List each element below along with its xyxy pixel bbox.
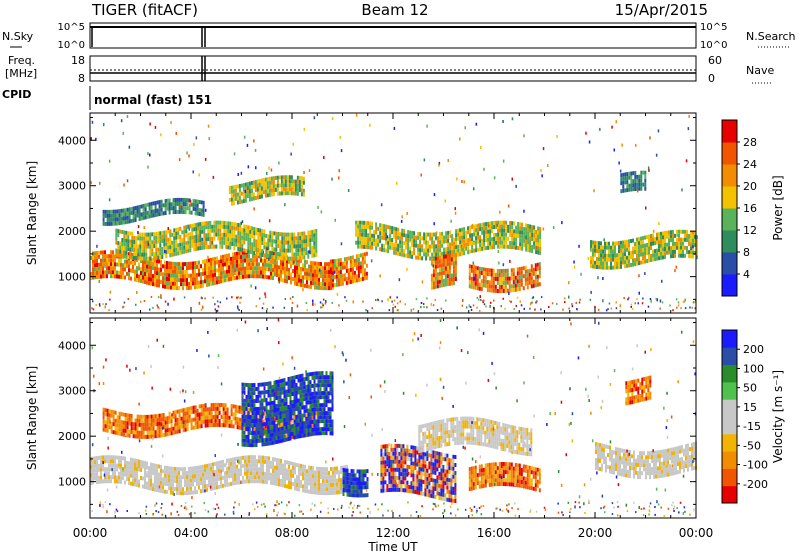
power-band xyxy=(620,170,647,194)
y-axis-label: Slant Range [km] xyxy=(25,366,39,470)
colorbar-tick-label: -15 xyxy=(743,420,761,433)
y-tick-label: 1000 xyxy=(58,476,86,489)
colorbar-label: Velocity [m s⁻¹] xyxy=(771,370,785,463)
colorbar-label: Power [dB] xyxy=(771,175,785,240)
nsky-tick-bottom-right: 10^0 xyxy=(700,40,727,51)
header-title: TIGER (fitACF) xyxy=(91,1,198,19)
x-tick-label: 08:00 xyxy=(275,526,310,540)
power-band xyxy=(590,229,698,270)
velocity-colorbar: 200 100 50 15 -15 -50 -100 -200 Velocity [m s⁻¹] xyxy=(721,329,785,504)
colorbar-tick-label: 12 xyxy=(743,224,757,237)
y-axis-label: Slant Range [km] xyxy=(25,161,39,265)
colorbar-tick-label: 28 xyxy=(743,136,757,149)
nsky-tick-top-left: 10^5 xyxy=(58,22,85,33)
x-tick-label: 00:00 xyxy=(679,526,714,540)
y-tick-label: 2000 xyxy=(58,225,86,238)
power-band xyxy=(115,220,318,261)
cpid-value: normal (fast) 151 xyxy=(94,93,212,107)
freq-label-line2: [MHz] xyxy=(5,67,37,80)
nsky-tick-top-right: 10^5 xyxy=(700,22,727,33)
power-band xyxy=(355,220,542,261)
velocity-band xyxy=(625,375,652,406)
colorbar-tick-label: -100 xyxy=(743,459,768,472)
power-band xyxy=(468,262,541,293)
velocity-band xyxy=(380,443,457,503)
header-beam: Beam 12 xyxy=(361,1,428,19)
colorbar-tick-label: 8 xyxy=(743,246,750,259)
colorbar-tick-label: 20 xyxy=(743,180,757,193)
x-tick-label: 20:00 xyxy=(578,526,613,540)
velocity-scatter xyxy=(91,318,697,517)
nave-label: Nave xyxy=(746,64,774,77)
velocity-band xyxy=(468,462,541,493)
velocity-band xyxy=(342,468,369,498)
velocity-band xyxy=(595,441,697,480)
nsearch-label: N.Search xyxy=(746,30,796,43)
y-tick-label: 4000 xyxy=(58,339,86,352)
nsky-strip xyxy=(89,22,697,49)
colorbar-tick-label: 15 xyxy=(743,401,757,414)
velocity-panel: 1000 2000 3000 4000 Slant Range [km] 200 100 50… xyxy=(25,317,785,519)
freq-strip xyxy=(89,55,697,82)
y-tick-label: 3000 xyxy=(58,180,86,193)
colorbar-tick-label: -200 xyxy=(743,478,768,491)
freq-tick-bottom-left: 8 xyxy=(78,72,85,85)
x-tick-label: 00:00 xyxy=(73,526,108,540)
x-tick-label: 04:00 xyxy=(174,526,209,540)
power-panel: 1000 2000 3000 4000 Slant Range [km] 4 8 12 16 20… xyxy=(25,112,785,314)
power-band xyxy=(102,197,205,226)
header-date: 15/Apr/2015 xyxy=(615,1,708,19)
colorbar-tick-label: -50 xyxy=(743,439,761,452)
power-scatter xyxy=(90,113,697,312)
y-tick-label: 1000 xyxy=(58,271,86,284)
colorbar-tick-label: 4 xyxy=(743,268,750,281)
colorbar-tick-label: 16 xyxy=(743,202,757,215)
power-band xyxy=(430,253,457,290)
power-band xyxy=(228,175,305,206)
freq-tick-top-right: 60 xyxy=(708,54,722,67)
freq-label-line1: Freq. xyxy=(8,54,35,67)
power-band xyxy=(90,250,334,291)
cpid-label: CPID xyxy=(2,88,31,101)
freq-tick-bottom-right: 0 xyxy=(708,72,715,85)
y-tick-label: 3000 xyxy=(58,385,86,398)
velocity-band xyxy=(90,455,348,496)
colorbar-tick-label: 100 xyxy=(743,362,764,375)
x-tick-label: 12:00 xyxy=(376,526,411,540)
colorbar-tick-label: 24 xyxy=(743,158,757,171)
x-tick-label: 16:00 xyxy=(477,526,512,540)
colorbar-tick-label: 50 xyxy=(743,382,757,395)
velocity-band xyxy=(241,371,334,448)
x-axis-label: Time UT xyxy=(367,540,418,554)
time-axis: 00:00 04:00 08:00 12:00 16:00 20:00 00:00 xyxy=(73,526,714,540)
nsky-tick-bottom-left: 10^0 xyxy=(58,40,85,51)
y-tick-label: 4000 xyxy=(58,134,86,147)
power-colorbar: 4 8 12 16 20 24 28 Power [dB] xyxy=(721,119,785,297)
freq-tick-top-left: 18 xyxy=(71,54,85,67)
colorbar-tick-label: 200 xyxy=(743,343,764,356)
power-band xyxy=(329,251,368,288)
nsky-label: N.Sky xyxy=(2,30,34,43)
velocity-band xyxy=(418,416,533,457)
y-tick-label: 2000 xyxy=(58,430,86,443)
